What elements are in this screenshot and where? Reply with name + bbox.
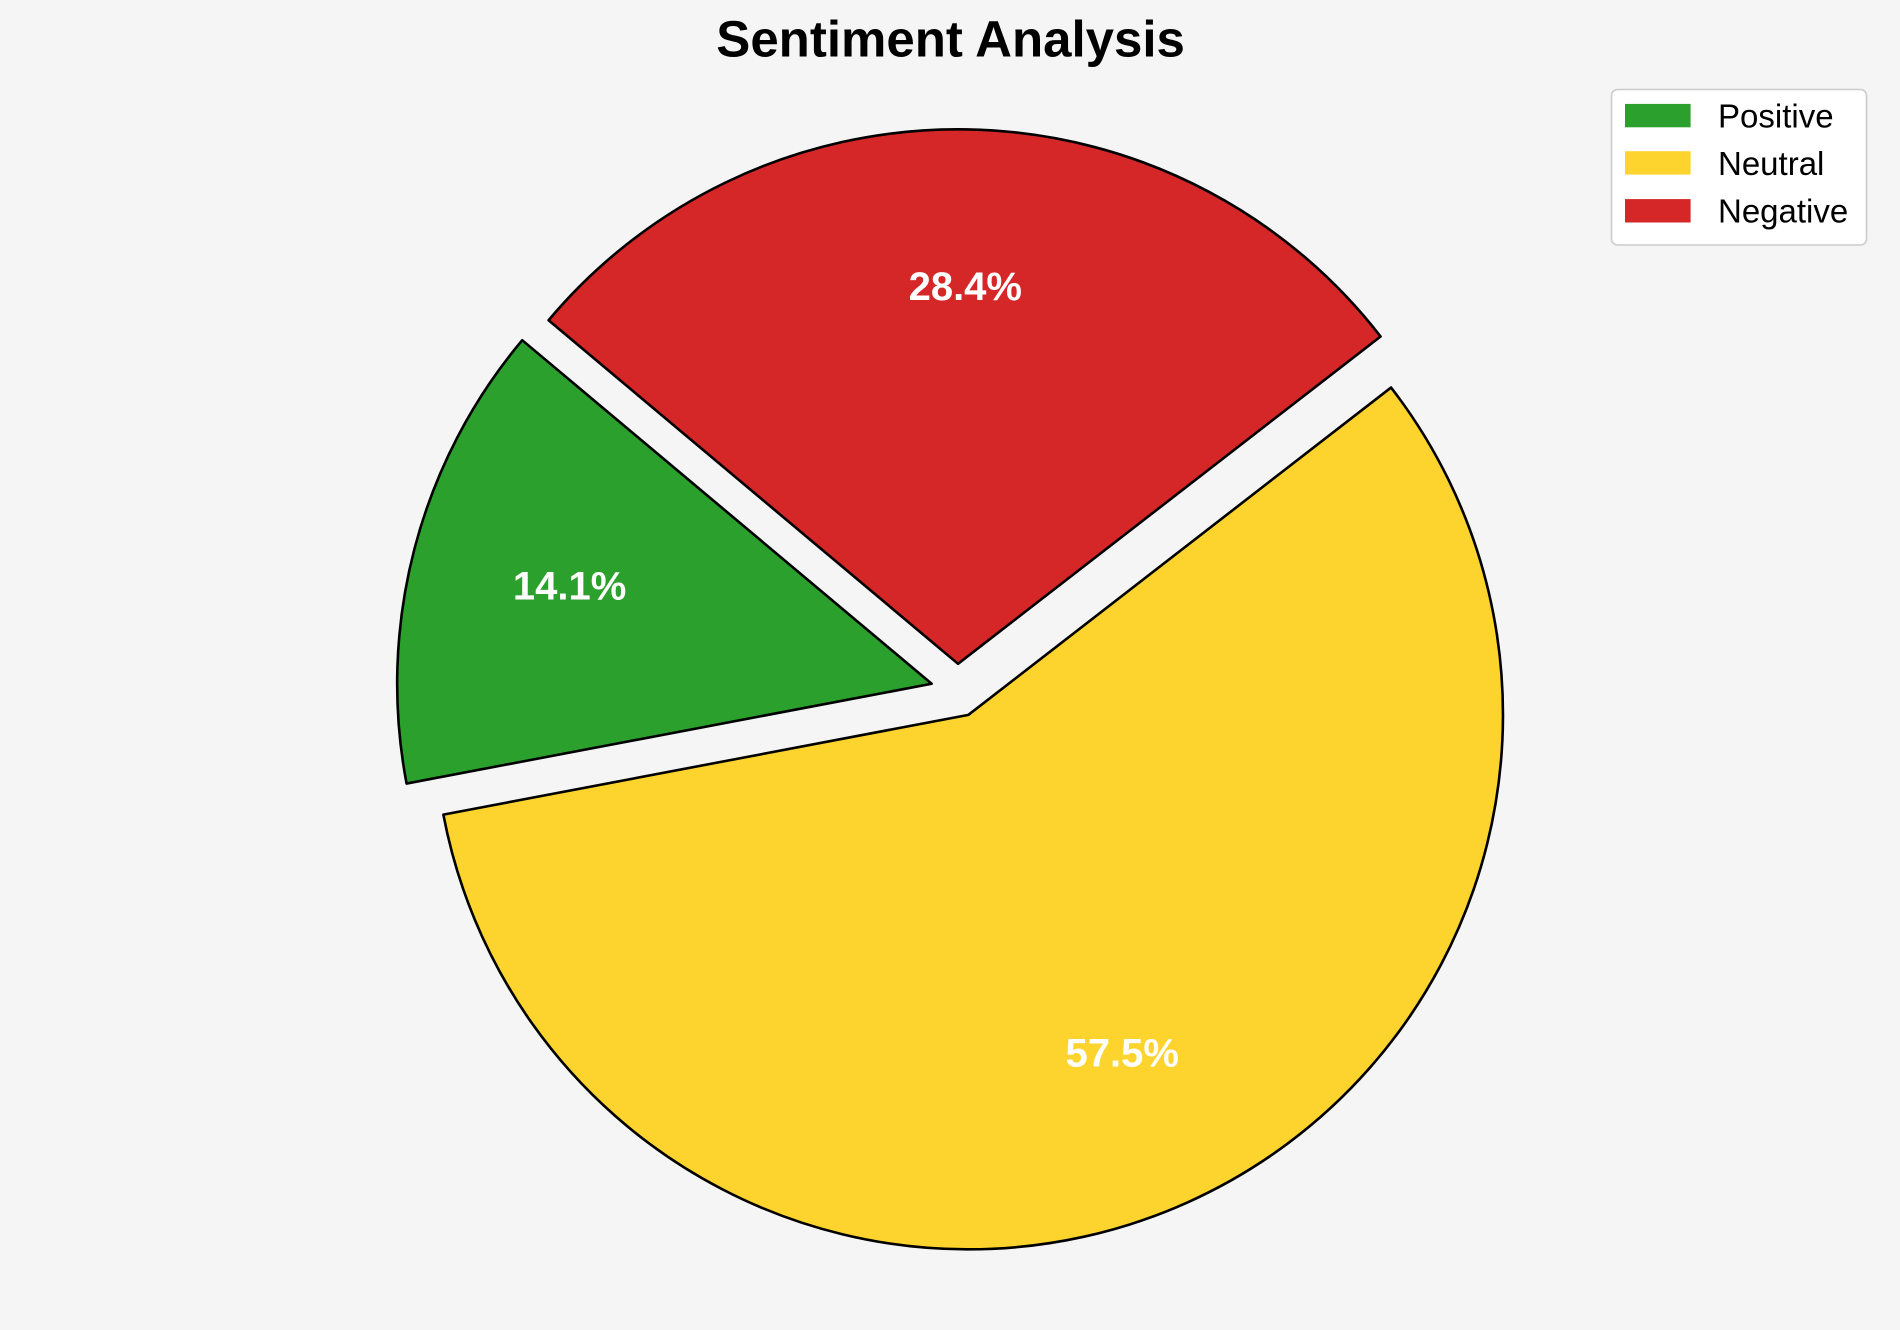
svg-text:57.5%: 57.5%: [1065, 1031, 1178, 1075]
svg-text:Sentiment Analysis: Sentiment Analysis: [716, 10, 1185, 67]
svg-text:Negative: Negative: [1718, 193, 1848, 230]
svg-text:Neutral: Neutral: [1718, 145, 1824, 182]
svg-text:Positive: Positive: [1718, 98, 1834, 135]
svg-text:14.1%: 14.1%: [513, 565, 626, 609]
svg-text:28.4%: 28.4%: [909, 265, 1022, 309]
